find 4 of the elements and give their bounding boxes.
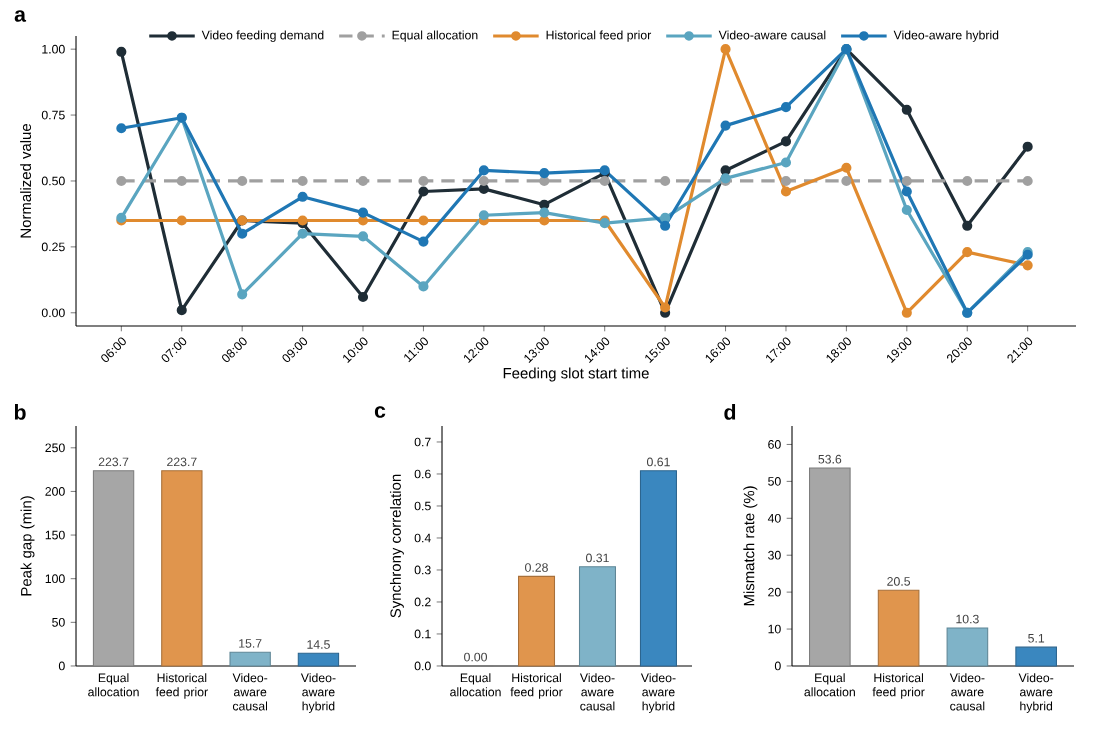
- chart-title: c: [374, 406, 386, 418]
- chart-title: d: [724, 404, 736, 420]
- chart-title: a: [14, 10, 27, 22]
- chart-title: b: [14, 404, 26, 420]
